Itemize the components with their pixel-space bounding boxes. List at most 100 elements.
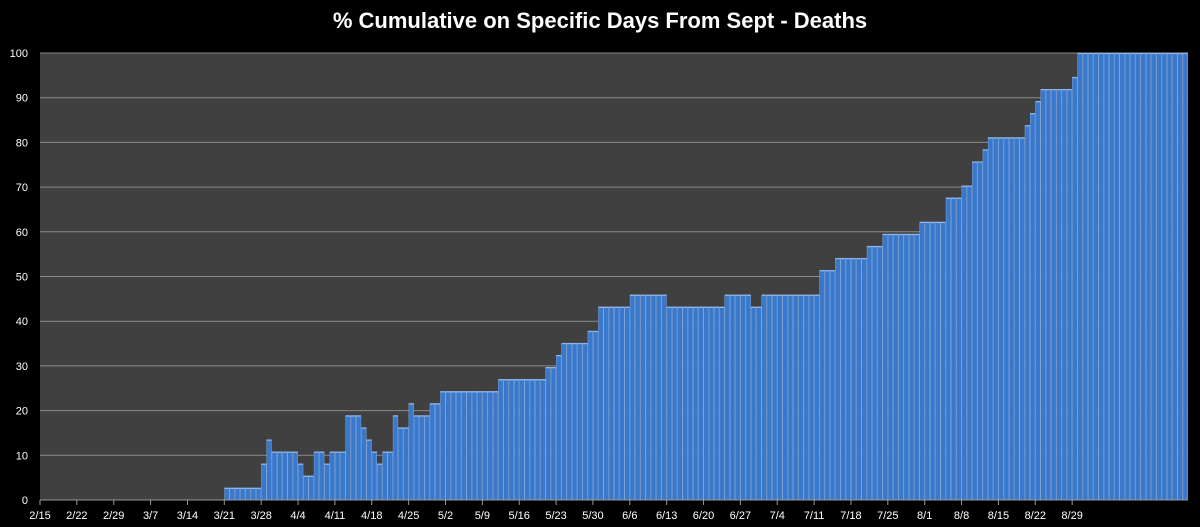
- bar: [229, 487, 235, 501]
- bar: [635, 294, 641, 501]
- bar: [556, 354, 562, 501]
- bar: [919, 221, 925, 501]
- bar: [477, 391, 483, 501]
- x-tick-label: 2/15: [29, 510, 50, 522]
- bar: [361, 427, 367, 501]
- bar: [1072, 76, 1078, 501]
- bar: [1014, 137, 1020, 501]
- bar: [1066, 89, 1073, 501]
- bar: [529, 379, 535, 501]
- bar: [798, 294, 804, 501]
- bar: [1098, 52, 1104, 501]
- bar: [719, 306, 725, 501]
- x-tick-label: 6/13: [656, 510, 677, 522]
- bar: [908, 233, 915, 501]
- bar: [429, 403, 435, 501]
- bar: [714, 306, 720, 501]
- x-tick-label: 7/11: [804, 510, 825, 522]
- bar: [866, 245, 872, 501]
- chart-title: % Cumulative on Specific Days From Sept …: [332, 8, 868, 33]
- x-tick-label: 5/2: [438, 510, 453, 522]
- bar: [1003, 137, 1009, 501]
- bar: [835, 257, 841, 501]
- bar: [350, 415, 356, 501]
- bar: [1024, 125, 1030, 501]
- bar: [677, 306, 683, 501]
- y-tick-label: 30: [16, 361, 28, 373]
- bar: [435, 403, 441, 501]
- bar: [961, 185, 967, 501]
- bar: [930, 221, 936, 501]
- bar: [856, 257, 862, 501]
- bar: [1114, 52, 1120, 501]
- bar: [777, 294, 783, 501]
- x-tick-label: 3/7: [143, 510, 158, 522]
- bar: [1109, 52, 1115, 501]
- bar: [851, 257, 857, 501]
- bar: [666, 306, 672, 501]
- bar: [793, 294, 799, 501]
- bar: [829, 270, 836, 501]
- bar: [982, 149, 988, 501]
- bar: [250, 487, 256, 501]
- y-tick-label: 50: [16, 272, 28, 284]
- bar: [951, 197, 957, 501]
- bar: [1087, 52, 1094, 501]
- bar: [524, 379, 530, 501]
- x-tick-label: 7/18: [840, 510, 861, 522]
- bar: [603, 306, 609, 501]
- bar: [234, 487, 241, 501]
- bar: [1061, 89, 1067, 501]
- bar: [629, 294, 636, 501]
- y-tick-label: 80: [16, 137, 28, 149]
- bar: [334, 451, 341, 501]
- bar: [845, 257, 851, 501]
- x-tick-label: 5/30: [582, 510, 603, 522]
- bar: [687, 306, 693, 501]
- bar: [619, 306, 625, 501]
- bar: [1056, 89, 1062, 501]
- bar: [824, 270, 830, 501]
- bar: [882, 233, 888, 501]
- bar: [1035, 101, 1041, 501]
- bar: [308, 475, 314, 501]
- bar: [371, 451, 377, 501]
- bar: [329, 451, 335, 501]
- x-tick-label: 5/16: [509, 510, 530, 522]
- bar: [419, 415, 425, 501]
- bar: [671, 306, 678, 501]
- bar: [255, 487, 262, 501]
- bar: [340, 451, 346, 501]
- bar: [898, 233, 904, 501]
- bar: [466, 391, 472, 501]
- bar: [808, 294, 815, 501]
- bar: [287, 451, 293, 501]
- bar: [577, 342, 583, 501]
- bar: [650, 294, 657, 501]
- bar: [403, 427, 409, 501]
- bar: [814, 294, 820, 501]
- bar: [413, 415, 420, 501]
- x-tick-label: 8/29: [1061, 510, 1082, 522]
- bar: [519, 379, 525, 501]
- y-tick-label: 40: [16, 316, 28, 328]
- bar: [1166, 52, 1173, 501]
- bar: [1172, 52, 1178, 501]
- bar: [387, 451, 393, 501]
- bar: [661, 294, 667, 501]
- bar: [450, 391, 456, 501]
- bar: [392, 415, 399, 501]
- bar: [787, 294, 793, 501]
- bar: [761, 294, 767, 501]
- bar: [566, 342, 572, 501]
- bar: [698, 306, 704, 501]
- bar: [756, 306, 762, 501]
- bar: [1030, 113, 1036, 501]
- bar: [492, 391, 499, 501]
- bar: [782, 294, 788, 501]
- bar: [1051, 89, 1057, 501]
- bar: [956, 197, 962, 501]
- bar: [487, 391, 493, 501]
- bar: [345, 415, 351, 501]
